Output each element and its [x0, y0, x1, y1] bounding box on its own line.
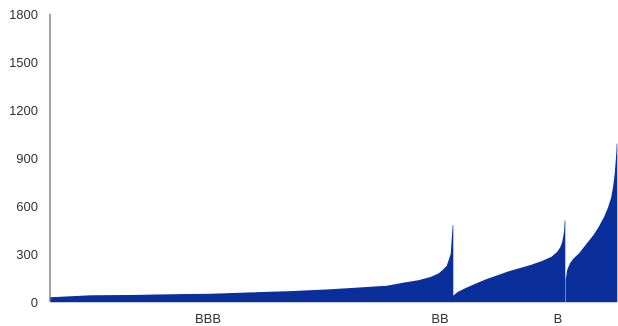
y-tick-label: 600 [16, 199, 38, 214]
x-category-label: B [554, 311, 563, 326]
area-segment-bbb [50, 225, 454, 303]
y-tick-label: 900 [16, 151, 38, 166]
y-tick-label: 1500 [9, 55, 38, 70]
y-tick-label: 0 [31, 295, 38, 310]
area-segment-bb [451, 220, 566, 303]
y-axis-ticks: 0 300 600 900 1200 1500 1800 [9, 7, 38, 310]
y-tick-label: 1800 [9, 7, 38, 22]
y-tick-label: 300 [16, 247, 38, 262]
y-tick-label: 1200 [9, 103, 38, 118]
area-series [50, 143, 618, 303]
area-segment-b [565, 143, 618, 303]
x-category-label: BB [431, 311, 448, 326]
x-category-label: BBB [195, 311, 221, 326]
x-category-labels: BBB BB B [195, 311, 562, 326]
